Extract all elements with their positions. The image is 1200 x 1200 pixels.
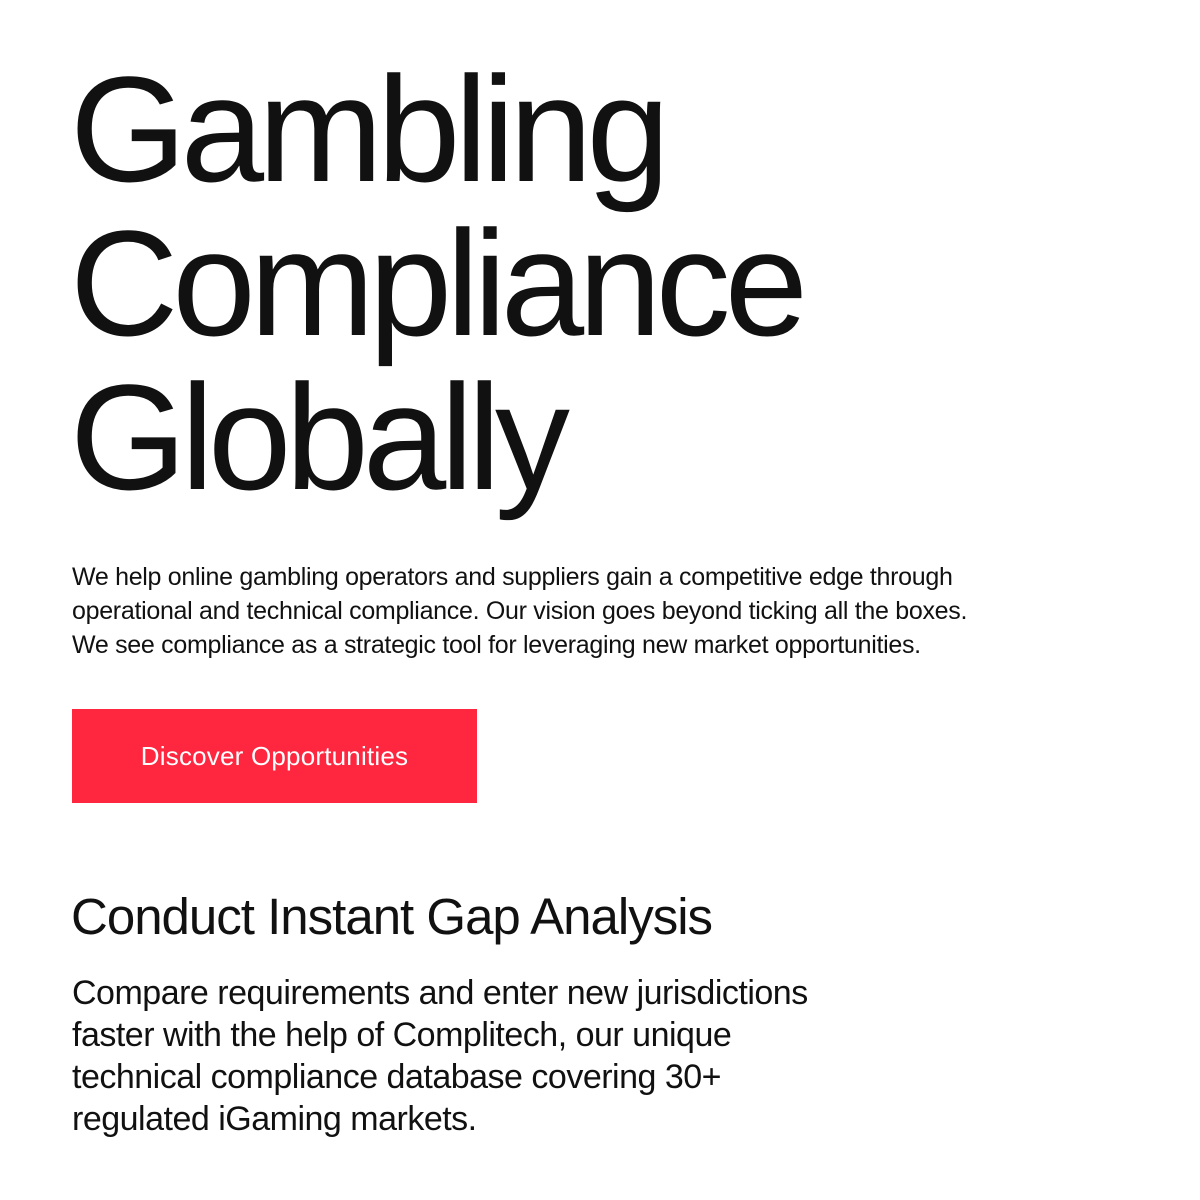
gap-analysis-paragraph: Compare requirements and enter new juris… (72, 972, 972, 1140)
hero-title-line: Globally (70, 353, 570, 521)
hero-title-line: Gambling (70, 45, 670, 213)
gap-analysis-line: faster with the help of Complitech, our … (72, 1016, 732, 1054)
gap-analysis-heading: Conduct Instant Gap Analysis (71, 888, 713, 945)
intro-paragraph: We help online gambling operators and su… (72, 560, 1132, 662)
intro-line: We help online gambling operators and su… (72, 563, 953, 591)
gap-analysis-line: Compare requirements and enter new juris… (72, 974, 808, 1012)
intro-line: operational and technical compliance. Ou… (72, 597, 968, 625)
gap-analysis-line: technical compliance database covering 3… (72, 1058, 722, 1096)
gap-analysis-line: regulated iGaming markets. (72, 1100, 477, 1138)
hero-title-line: Compliance (70, 199, 808, 367)
intro-line: We see compliance as a strategic tool fo… (72, 631, 921, 659)
discover-opportunities-button[interactable]: Discover Opportunities (72, 709, 477, 803)
hero-title: Gambling Compliance Globally (70, 52, 1150, 514)
